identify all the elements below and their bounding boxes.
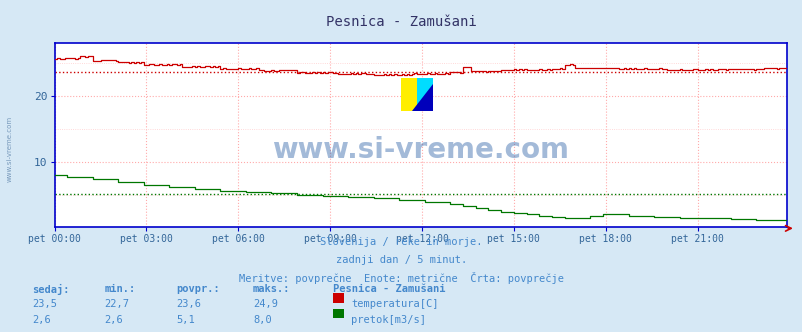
Polygon shape <box>400 78 416 111</box>
Text: Pesnica - Zamušani: Pesnica - Zamušani <box>326 15 476 29</box>
Text: min.:: min.: <box>104 284 136 294</box>
Text: zadnji dan / 5 minut.: zadnji dan / 5 minut. <box>335 255 467 265</box>
Polygon shape <box>400 78 416 111</box>
Text: pretok[m3/s]: pretok[m3/s] <box>350 315 425 325</box>
Text: sedaj:: sedaj: <box>32 284 70 295</box>
Text: 22,7: 22,7 <box>104 299 129 309</box>
Text: povpr.:: povpr.: <box>176 284 220 294</box>
Text: Meritve: povprečne  Enote: metrične  Črta: povprečje: Meritve: povprečne Enote: metrične Črta:… <box>239 272 563 284</box>
Text: www.si-vreme.com: www.si-vreme.com <box>272 136 569 164</box>
Text: temperatura[C]: temperatura[C] <box>350 299 438 309</box>
Polygon shape <box>411 84 433 111</box>
Text: www.si-vreme.com: www.si-vreme.com <box>6 116 13 183</box>
Text: maks.:: maks.: <box>253 284 290 294</box>
Text: 5,1: 5,1 <box>176 315 195 325</box>
Text: 23,6: 23,6 <box>176 299 201 309</box>
Text: 8,0: 8,0 <box>253 315 271 325</box>
Text: 2,6: 2,6 <box>104 315 123 325</box>
Text: 24,9: 24,9 <box>253 299 277 309</box>
Text: 23,5: 23,5 <box>32 299 57 309</box>
Text: Slovenija / reke in morje.: Slovenija / reke in morje. <box>320 237 482 247</box>
Text: Pesnica - Zamušani: Pesnica - Zamušani <box>333 284 445 294</box>
Text: 2,6: 2,6 <box>32 315 51 325</box>
Polygon shape <box>416 78 433 111</box>
